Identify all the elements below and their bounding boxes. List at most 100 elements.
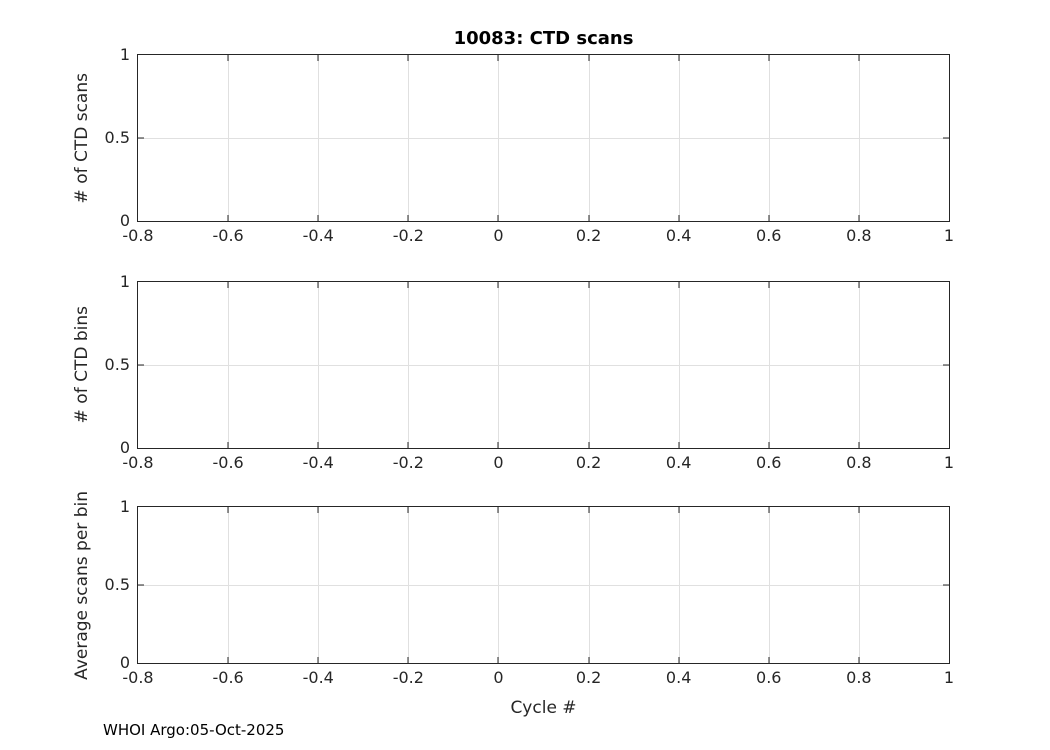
x-tick-mark [588, 657, 590, 663]
x-tick-label: 0.4 [665, 668, 692, 687]
x-tick-label: 0.2 [575, 226, 602, 245]
x-tick-mark [317, 657, 319, 663]
y-axis-label-wrap: Average scans per bin [64, 491, 100, 680]
y-tick-label: 1 [119, 272, 130, 292]
x-tick-label: 1 [943, 226, 955, 245]
y-axis-label-avg-scans: Average scans per bin [72, 490, 92, 680]
x-tick-label: -0.6 [212, 668, 244, 687]
y-tick-mark [138, 584, 144, 586]
axes-ctd-scans: -0.8 -0.6 -0.4 -0.2 0 0.2 0.4 0.6 0.8 1 0 0.5 1 [105, 46, 955, 244]
x-tick-mark [858, 215, 860, 221]
x-tick-mark [588, 55, 590, 61]
x-tick-mark [407, 507, 409, 513]
x-tick-mark [768, 282, 770, 288]
x-tick-mark [678, 442, 680, 448]
x-tick-label: 0.2 [575, 668, 602, 687]
y-axis-label-ctd-scans: # of CTD scans [72, 72, 92, 204]
y-tick-label: 0.5 [104, 575, 130, 595]
x-tick-mark [497, 442, 499, 448]
x-tick-label: 0.8 [846, 226, 872, 245]
x-tick-mark [497, 55, 499, 61]
x-tick-label: -0.4 [302, 453, 334, 472]
x-tick-label: -0.8 [122, 668, 154, 687]
x-tick-mark [858, 442, 860, 448]
y-gridline [138, 585, 949, 586]
x-tick-label: 1 [943, 453, 955, 472]
x-tick-mark [317, 507, 319, 513]
x-tick-mark [678, 55, 680, 61]
x-tick-label: -0.6 [212, 226, 244, 245]
x-tick-label: -0.8 [122, 453, 154, 472]
x-tick-label: 0 [493, 453, 504, 472]
x-tick-mark [227, 442, 229, 448]
x-tick-label: -0.8 [122, 226, 154, 245]
x-tick-mark [678, 215, 680, 221]
x-tick-label: -0.4 [302, 226, 334, 245]
x-tick-mark [227, 507, 229, 513]
y-axis-label-wrap: # of CTD bins [64, 281, 100, 449]
x-tick-mark [407, 282, 409, 288]
y-axis-label-ctd-bins: # of CTD bins [72, 306, 92, 424]
x-tick-mark [407, 215, 409, 221]
x-tick-label: -0.6 [212, 453, 244, 472]
x-tick-label: 0.8 [846, 668, 872, 687]
x-tick-mark [768, 55, 770, 61]
x-tick-mark [407, 55, 409, 61]
y-tick-label: 0 [119, 438, 130, 458]
x-tick-label: 1 [943, 668, 955, 687]
x-tick-mark [317, 215, 319, 221]
x-tick-label: 0 [493, 226, 504, 245]
x-tick-label: -0.4 [302, 668, 334, 687]
watermark-text: WHOI Argo:05-Oct-2025 [103, 721, 285, 739]
figure-title: 10083: CTD scans [453, 28, 634, 49]
y-tick-mark [138, 137, 144, 139]
axes-ctd-bins: -0.8 -0.6 -0.4 -0.2 0 0.2 0.4 0.6 0.8 1 0 0.5 1 [105, 273, 955, 471]
x-tick-mark [678, 657, 680, 663]
x-tick-mark [858, 507, 860, 513]
x-tick-label: 0.4 [665, 453, 692, 472]
axes-avg-scans: -0.8 -0.6 -0.4 -0.2 0 0.2 0.4 0.6 0.8 1 0 0.5 1 [105, 498, 955, 686]
x-tick-mark [497, 215, 499, 221]
y-gridline [138, 365, 949, 366]
x-tick-mark [407, 657, 409, 663]
x-tick-mark [317, 442, 319, 448]
x-tick-label: -0.2 [392, 668, 424, 687]
x-tick-mark [497, 657, 499, 663]
x-tick-mark [317, 55, 319, 61]
x-tick-mark [227, 215, 229, 221]
y-tick-mark [943, 364, 949, 366]
x-tick-mark [768, 507, 770, 513]
y-axis-label-wrap: # of CTD scans [64, 54, 100, 222]
y-tick-mark [943, 584, 949, 586]
y-tick-label: 1 [119, 45, 130, 65]
x-tick-mark [497, 282, 499, 288]
x-tick-mark [588, 215, 590, 221]
y-tick-mark [138, 364, 144, 366]
x-tick-label: -0.2 [392, 453, 424, 472]
x-tick-mark [227, 282, 229, 288]
x-tick-mark [768, 657, 770, 663]
x-tick-label: 0.2 [575, 453, 602, 472]
y-tick-label: 1 [119, 497, 130, 517]
x-tick-label: -0.2 [392, 226, 424, 245]
x-tick-mark [858, 657, 860, 663]
x-tick-mark [678, 282, 680, 288]
y-gridline [138, 138, 949, 139]
y-tick-mark [943, 137, 949, 139]
x-tick-mark [678, 507, 680, 513]
x-tick-label: 0 [493, 668, 504, 687]
x-tick-mark [768, 215, 770, 221]
y-tick-label: 0.5 [104, 128, 130, 148]
y-tick-label: 0 [119, 653, 130, 673]
x-axis-label: Cycle # [510, 698, 577, 718]
x-tick-mark [588, 282, 590, 288]
x-tick-label: 0.4 [665, 226, 692, 245]
y-tick-label: 0 [119, 211, 130, 231]
x-tick-mark [858, 55, 860, 61]
x-tick-mark [317, 282, 319, 288]
x-tick-mark [588, 442, 590, 448]
x-tick-label: 0.8 [846, 453, 872, 472]
x-tick-label: 0.6 [756, 226, 782, 245]
x-tick-mark [768, 442, 770, 448]
